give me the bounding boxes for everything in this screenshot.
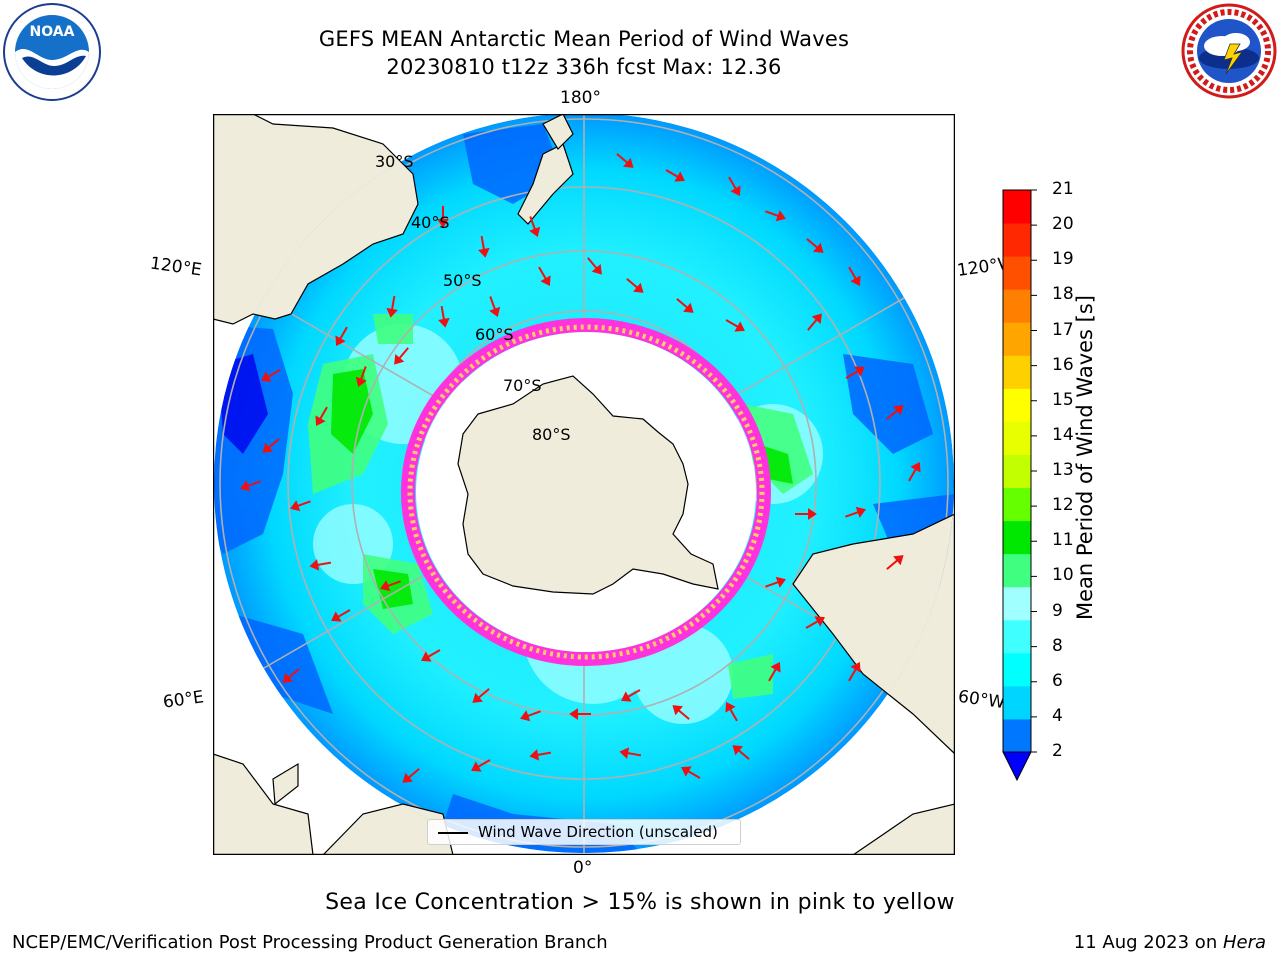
colorbar-band	[1003, 685, 1031, 720]
colorbar-band	[1003, 322, 1031, 356]
colorbar-band	[1003, 652, 1031, 687]
colorbar-band	[1003, 619, 1031, 654]
lon-label-180: 180°	[560, 88, 601, 108]
colorbar-tick-label: 21	[1052, 179, 1074, 199]
sea-ice-note: Sea Ice Concentration > 15% is shown in …	[325, 890, 955, 915]
colorbar-tick-label: 16	[1052, 354, 1074, 375]
lat-label-60s: 60°S	[475, 325, 514, 344]
colorbar-tick-label: 8	[1052, 635, 1063, 656]
lon-label-60w: 60°W	[956, 686, 1007, 714]
colorbar-tick-label: 18	[1052, 284, 1074, 305]
colorbar-band	[1003, 553, 1031, 588]
colorbar-tick-label: 11	[1052, 530, 1074, 551]
colorbar-tick-label: 6	[1052, 670, 1063, 691]
legend-line-swatch	[438, 832, 468, 834]
colorbar-band	[1003, 487, 1031, 522]
lon-label-0: 0°	[573, 858, 593, 878]
colorbar-tick-label: 4	[1052, 705, 1063, 726]
colorbar-tick-label: 19	[1052, 249, 1074, 270]
chart-title: GEFS MEAN Antarctic Mean Period of Wind …	[318, 27, 850, 51]
colorbar-tick-label: 15	[1052, 389, 1074, 410]
lat-label-40s: 40°S	[411, 213, 450, 232]
colorbar-band	[1003, 223, 1031, 257]
colorbar-tick-label: 17	[1052, 319, 1074, 340]
national-weather-service-logo-icon	[1180, 2, 1278, 100]
antarctica-landmass	[457, 375, 719, 595]
lon-label-120e: 120°E	[148, 253, 203, 281]
colorbar-band	[1003, 454, 1031, 489]
colorbar-tick-label: 14	[1052, 424, 1074, 445]
colorbar-tick-label: 9	[1052, 600, 1063, 621]
colorbar-band	[1003, 520, 1031, 555]
lat-label-50s: 50°S	[443, 271, 482, 290]
colorbar-tick-label: 12	[1052, 495, 1074, 516]
svg-text:NOAA: NOAA	[30, 24, 75, 40]
colorbar-extend-triangle	[1002, 751, 1032, 782]
colorbar-label: Mean Period of Wind Waves [s]	[1073, 295, 1097, 620]
colorbar-tick-label: 10	[1052, 565, 1074, 586]
colorbar-band	[1003, 586, 1031, 621]
colorbar-band	[1003, 289, 1031, 323]
colorbar	[1000, 186, 1040, 786]
colorbar-band	[1003, 355, 1031, 389]
footer-right: 11 Aug 2023 on Hera	[1073, 932, 1266, 953]
wind-wave-arrows	[240, 153, 921, 783]
colorbar-band	[1003, 718, 1031, 753]
noaa-logo-icon: NOAA	[2, 2, 102, 102]
lat-label-70s: 70°S	[503, 376, 542, 395]
footer-left: NCEP/EMC/Verification Post Processing Pr…	[12, 932, 608, 953]
colorbar-band	[1003, 388, 1031, 422]
map-legend: Wind Wave Direction (unscaled)	[427, 819, 741, 845]
colorbar-tick-label: 2	[1052, 741, 1063, 761]
colorbar-band	[1003, 256, 1031, 290]
legend-label: Wind Wave Direction (unscaled)	[478, 823, 718, 841]
colorbar-band	[1003, 421, 1031, 455]
colorbar-tick-label: 13	[1052, 460, 1074, 480]
lon-label-60e: 60°E	[161, 687, 206, 713]
colorbar-tick-label: 20	[1052, 214, 1074, 235]
polar-map: 30°S 40°S 50°S 60°S 70°S 80°S Wind Wave …	[213, 114, 955, 855]
chart-subtitle: 20230810 t12z 336h fcst Max: 12.36	[386, 55, 782, 79]
lat-label-30s: 30°S	[375, 152, 414, 171]
colorbar-band	[1003, 190, 1031, 224]
lat-label-80s: 80°S	[532, 425, 571, 444]
